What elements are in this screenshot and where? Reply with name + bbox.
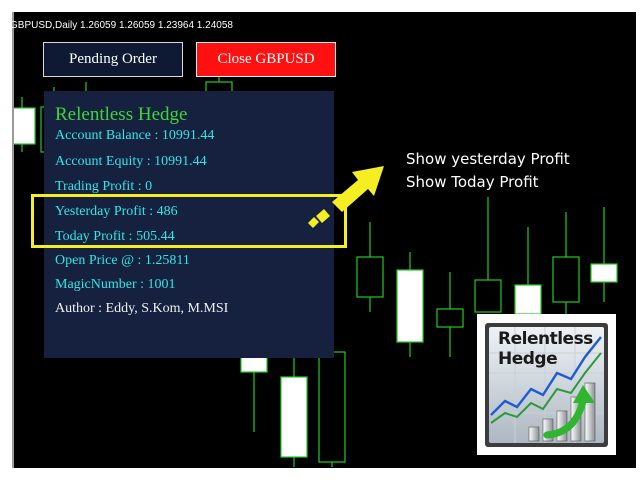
- candlestick: [280, 342, 308, 467]
- symbol-info-label: GBPUSD,Daily 1.26059 1.26059 1.23964 1.2…: [10, 20, 233, 31]
- account-equity-line: Account Equity : 10991.44: [55, 154, 207, 169]
- ea-info-panel: [44, 91, 334, 358]
- today-profit-line: Today Profit : 505.44: [55, 229, 175, 244]
- panel-title: Relentless Hedge: [55, 104, 188, 125]
- magic-number-line: MagicNumber : 1001: [55, 277, 176, 292]
- rising-chart-logo-icon: [485, 323, 608, 447]
- profit-highlight-box: [31, 194, 347, 248]
- candle-body: [280, 376, 308, 458]
- author-line: Author : Eddy, S.Kom, M.MSI: [55, 301, 229, 316]
- yesterday-profit-line: Yesterday Profit : 486: [55, 204, 178, 219]
- candle-body: [474, 279, 502, 313]
- candle-body: [396, 269, 424, 343]
- candlestick: [590, 207, 618, 302]
- candle-body: [14, 107, 36, 145]
- candlestick: [318, 312, 346, 467]
- account-balance-line: Account Balance : 10991.44: [55, 128, 215, 143]
- candle-body: [552, 256, 580, 303]
- candle-body: [356, 256, 384, 298]
- candlestick: [396, 252, 424, 357]
- yellow-arrow-icon: [308, 166, 384, 228]
- candle-body: [436, 308, 464, 328]
- logo-word-relentless: Relentless: [498, 329, 593, 349]
- relentless-hedge-logo: Relentless Hedge: [477, 314, 616, 455]
- candlestick: [356, 222, 384, 312]
- candlestick: [514, 227, 542, 315]
- candlestick: [14, 97, 36, 152]
- candlestick: [474, 197, 502, 313]
- candle-body: [514, 284, 542, 315]
- candlestick: [552, 212, 580, 332]
- logo-word-hedge: Hedge: [498, 349, 558, 369]
- pending-order-button[interactable]: Pending Order: [43, 42, 183, 77]
- open-price-line: Open Price @ : 1.25811: [55, 253, 190, 268]
- candle-body: [318, 351, 346, 463]
- annotation-yesterday: Show yesterday Profit: [406, 150, 570, 168]
- trading-profit-line: Trading Profit : 0: [55, 179, 153, 194]
- candlestick: [436, 272, 464, 357]
- close-gbpusd-button[interactable]: Close GBPUSD: [196, 42, 336, 77]
- annotation-today: Show Today Profit: [406, 173, 539, 191]
- candle-body: [590, 263, 618, 283]
